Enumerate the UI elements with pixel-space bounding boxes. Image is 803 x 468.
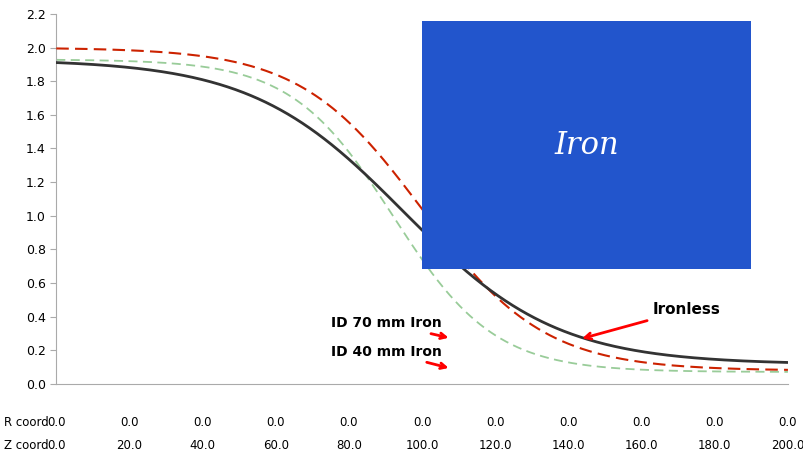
Text: 140.0: 140.0 <box>551 439 585 452</box>
Text: 0.0: 0.0 <box>777 416 797 429</box>
Text: 0.0: 0.0 <box>193 416 212 429</box>
Text: 0.0: 0.0 <box>485 416 504 429</box>
Text: 0.0: 0.0 <box>120 416 139 429</box>
Text: 180.0: 180.0 <box>697 439 731 452</box>
Text: Ironless: Ironless <box>585 302 719 339</box>
Text: Z coord: Z coord <box>4 439 49 452</box>
Text: 0.0: 0.0 <box>266 416 285 429</box>
Text: 60.0: 60.0 <box>263 439 288 452</box>
Text: 80.0: 80.0 <box>336 439 361 452</box>
Text: 0.0: 0.0 <box>704 416 724 429</box>
Text: 0.0: 0.0 <box>412 416 431 429</box>
Text: 0.0: 0.0 <box>558 416 577 429</box>
Text: 100.0: 100.0 <box>405 439 438 452</box>
Text: ID 70 mm Iron: ID 70 mm Iron <box>330 316 445 338</box>
Text: 200.0: 200.0 <box>770 439 803 452</box>
Text: R coord: R coord <box>4 416 49 429</box>
Text: 160.0: 160.0 <box>624 439 658 452</box>
Text: 0.0: 0.0 <box>339 416 358 429</box>
Text: 0.0: 0.0 <box>47 439 66 452</box>
Text: 40.0: 40.0 <box>190 439 215 452</box>
Text: 0.0: 0.0 <box>47 416 66 429</box>
Text: 120.0: 120.0 <box>478 439 512 452</box>
Text: Iron: Iron <box>554 130 618 161</box>
Bar <box>422 21 750 270</box>
Text: 20.0: 20.0 <box>116 439 142 452</box>
Text: 0.0: 0.0 <box>631 416 650 429</box>
Text: ID 40 mm Iron: ID 40 mm Iron <box>330 345 445 368</box>
